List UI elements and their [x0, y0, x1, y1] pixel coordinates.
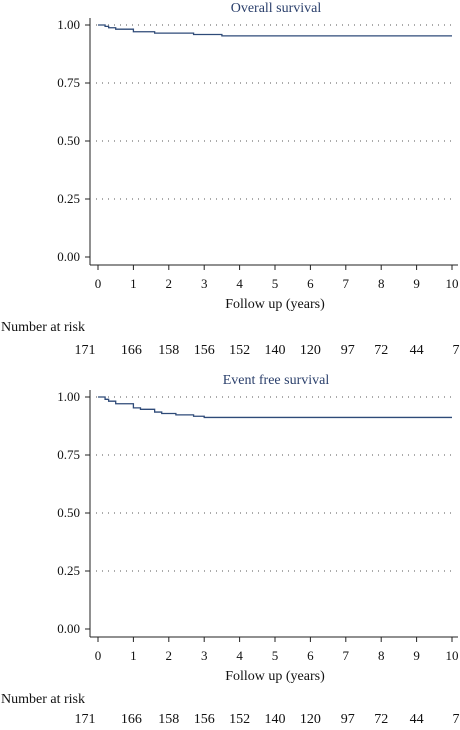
survival-curve: [98, 24, 452, 37]
survival-curve: [98, 396, 452, 419]
risk-count: 120: [300, 712, 321, 725]
risk-count: 158: [158, 343, 179, 358]
risk-count: 166: [121, 343, 142, 358]
x-tick-label: 5: [272, 648, 279, 663]
y-tick-label: 0.25: [57, 191, 80, 206]
y-tick-label: 0.00: [57, 621, 80, 636]
x-tick-label: 6: [307, 648, 314, 663]
risk-table-header: Number at risk: [1, 692, 85, 707]
y-tick-label: 0.25: [57, 563, 80, 578]
x-tick-label: 1: [130, 648, 137, 663]
y-tick-label: 0.75: [57, 75, 80, 90]
risk-count: 7: [453, 712, 460, 725]
x-tick-label: 0: [95, 648, 102, 663]
risk-table-header: Number at risk: [1, 320, 85, 335]
risk-count: 72: [374, 712, 388, 725]
risk-count: 140: [265, 343, 286, 358]
risk-count: 120: [300, 343, 321, 358]
x-axis-title: Follow up (years): [225, 297, 325, 312]
risk-count: 156: [194, 712, 215, 725]
risk-count: 158: [158, 712, 179, 725]
x-tick-label: 10: [446, 648, 459, 663]
risk-count: 7: [453, 343, 460, 358]
y-tick-label: 0.75: [57, 447, 80, 462]
y-tick-label: 0.00: [57, 249, 80, 264]
x-tick-label: 1: [130, 276, 137, 291]
risk-count: 44: [410, 343, 424, 358]
y-tick-label: 1.00: [57, 17, 80, 32]
risk-count: 72: [374, 343, 388, 358]
risk-count: 166: [121, 712, 142, 725]
risk-count: 156: [194, 343, 215, 358]
x-tick-label: 9: [413, 276, 420, 291]
x-tick-label: 2: [166, 648, 173, 663]
risk-count: 152: [229, 343, 250, 358]
chart-title: Event free survival: [223, 373, 330, 388]
risk-count: 171: [75, 712, 96, 725]
risk-count: 140: [265, 712, 286, 725]
x-axis-title: Follow up (years): [225, 669, 325, 684]
x-tick-label: 5: [272, 276, 279, 291]
x-tick-label: 4: [236, 648, 243, 663]
risk-count: 44: [410, 712, 424, 725]
x-tick-label: 7: [343, 648, 350, 663]
x-tick-label: 2: [166, 276, 173, 291]
x-tick-label: 8: [378, 648, 385, 663]
chart-title: Overall survival: [231, 1, 322, 16]
risk-count: 97: [341, 343, 355, 358]
risk-count: 171: [75, 343, 96, 358]
risk-count: 152: [229, 712, 250, 725]
x-tick-label: 0: [95, 276, 102, 291]
y-tick-label: 0.50: [57, 133, 80, 148]
x-tick-label: 3: [201, 276, 208, 291]
x-tick-label: 4: [236, 276, 243, 291]
x-tick-label: 6: [307, 276, 314, 291]
y-tick-label: 1.00: [57, 389, 80, 404]
x-tick-label: 9: [413, 648, 420, 663]
x-tick-label: 8: [378, 276, 385, 291]
y-tick-label: 0.50: [57, 505, 80, 520]
x-tick-label: 7: [343, 276, 350, 291]
risk-count: 97: [341, 712, 355, 725]
x-tick-label: 10: [446, 276, 459, 291]
x-tick-label: 3: [201, 648, 208, 663]
